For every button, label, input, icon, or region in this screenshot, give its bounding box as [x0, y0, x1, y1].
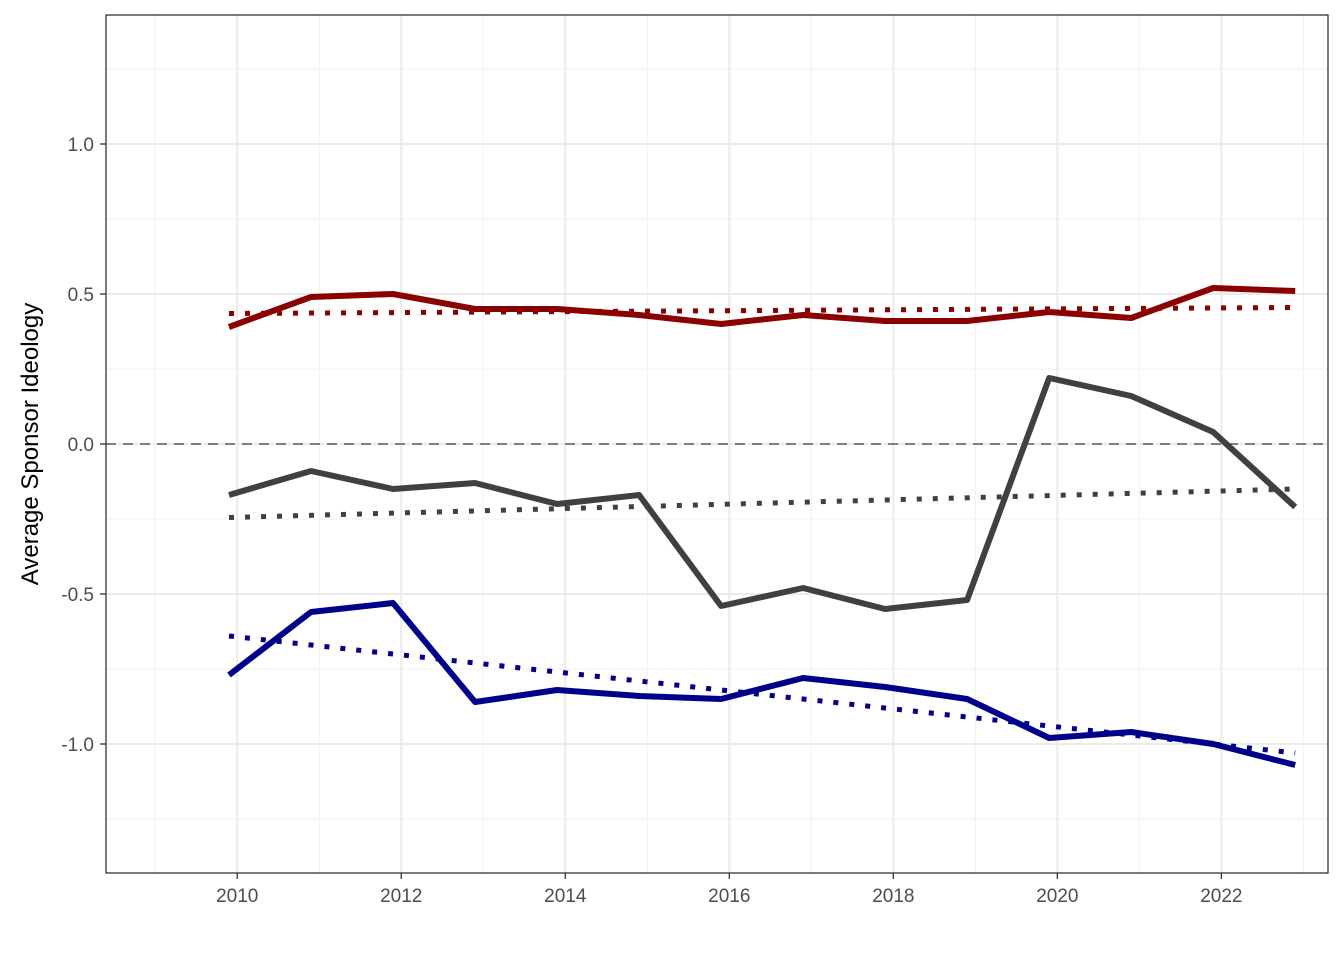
x-tick-label: 2014 [544, 886, 587, 907]
x-tick-label: 2010 [216, 886, 258, 907]
axis-ticks [100, 143, 1223, 879]
trend-line-3 [228, 486, 1296, 520]
x-tick-label: 2016 [708, 886, 750, 907]
y-tick-label: -1.0 [61, 735, 94, 756]
y-tick-label: 1.0 [68, 135, 94, 156]
trend-line-5 [228, 633, 1296, 756]
y-tick-label: 0.5 [68, 285, 94, 306]
y-tick-label: 0.0 [68, 435, 94, 456]
y-axis-tick-labels: 1.0 0.5 0.0 -0.5 -1.0 [61, 135, 94, 756]
series-layer [227, 285, 1298, 768]
y-axis-title: Average Sponsor Ideology [17, 303, 44, 585]
x-tick-label: 2012 [380, 886, 422, 907]
series-line-4 [227, 600, 1296, 768]
trend-line-1 [228, 305, 1296, 316]
x-tick-label: 2022 [1200, 886, 1242, 907]
series-line-2 [228, 375, 1298, 612]
series-line-0 [227, 285, 1296, 330]
y-tick-label: -0.5 [61, 585, 94, 606]
x-tick-label: 2018 [872, 886, 914, 907]
x-axis-tick-labels: 2010 2012 2014 2016 2018 2020 2022 [216, 886, 1242, 907]
major-gridlines [106, 15, 1328, 873]
x-tick-label: 2020 [1036, 886, 1078, 907]
